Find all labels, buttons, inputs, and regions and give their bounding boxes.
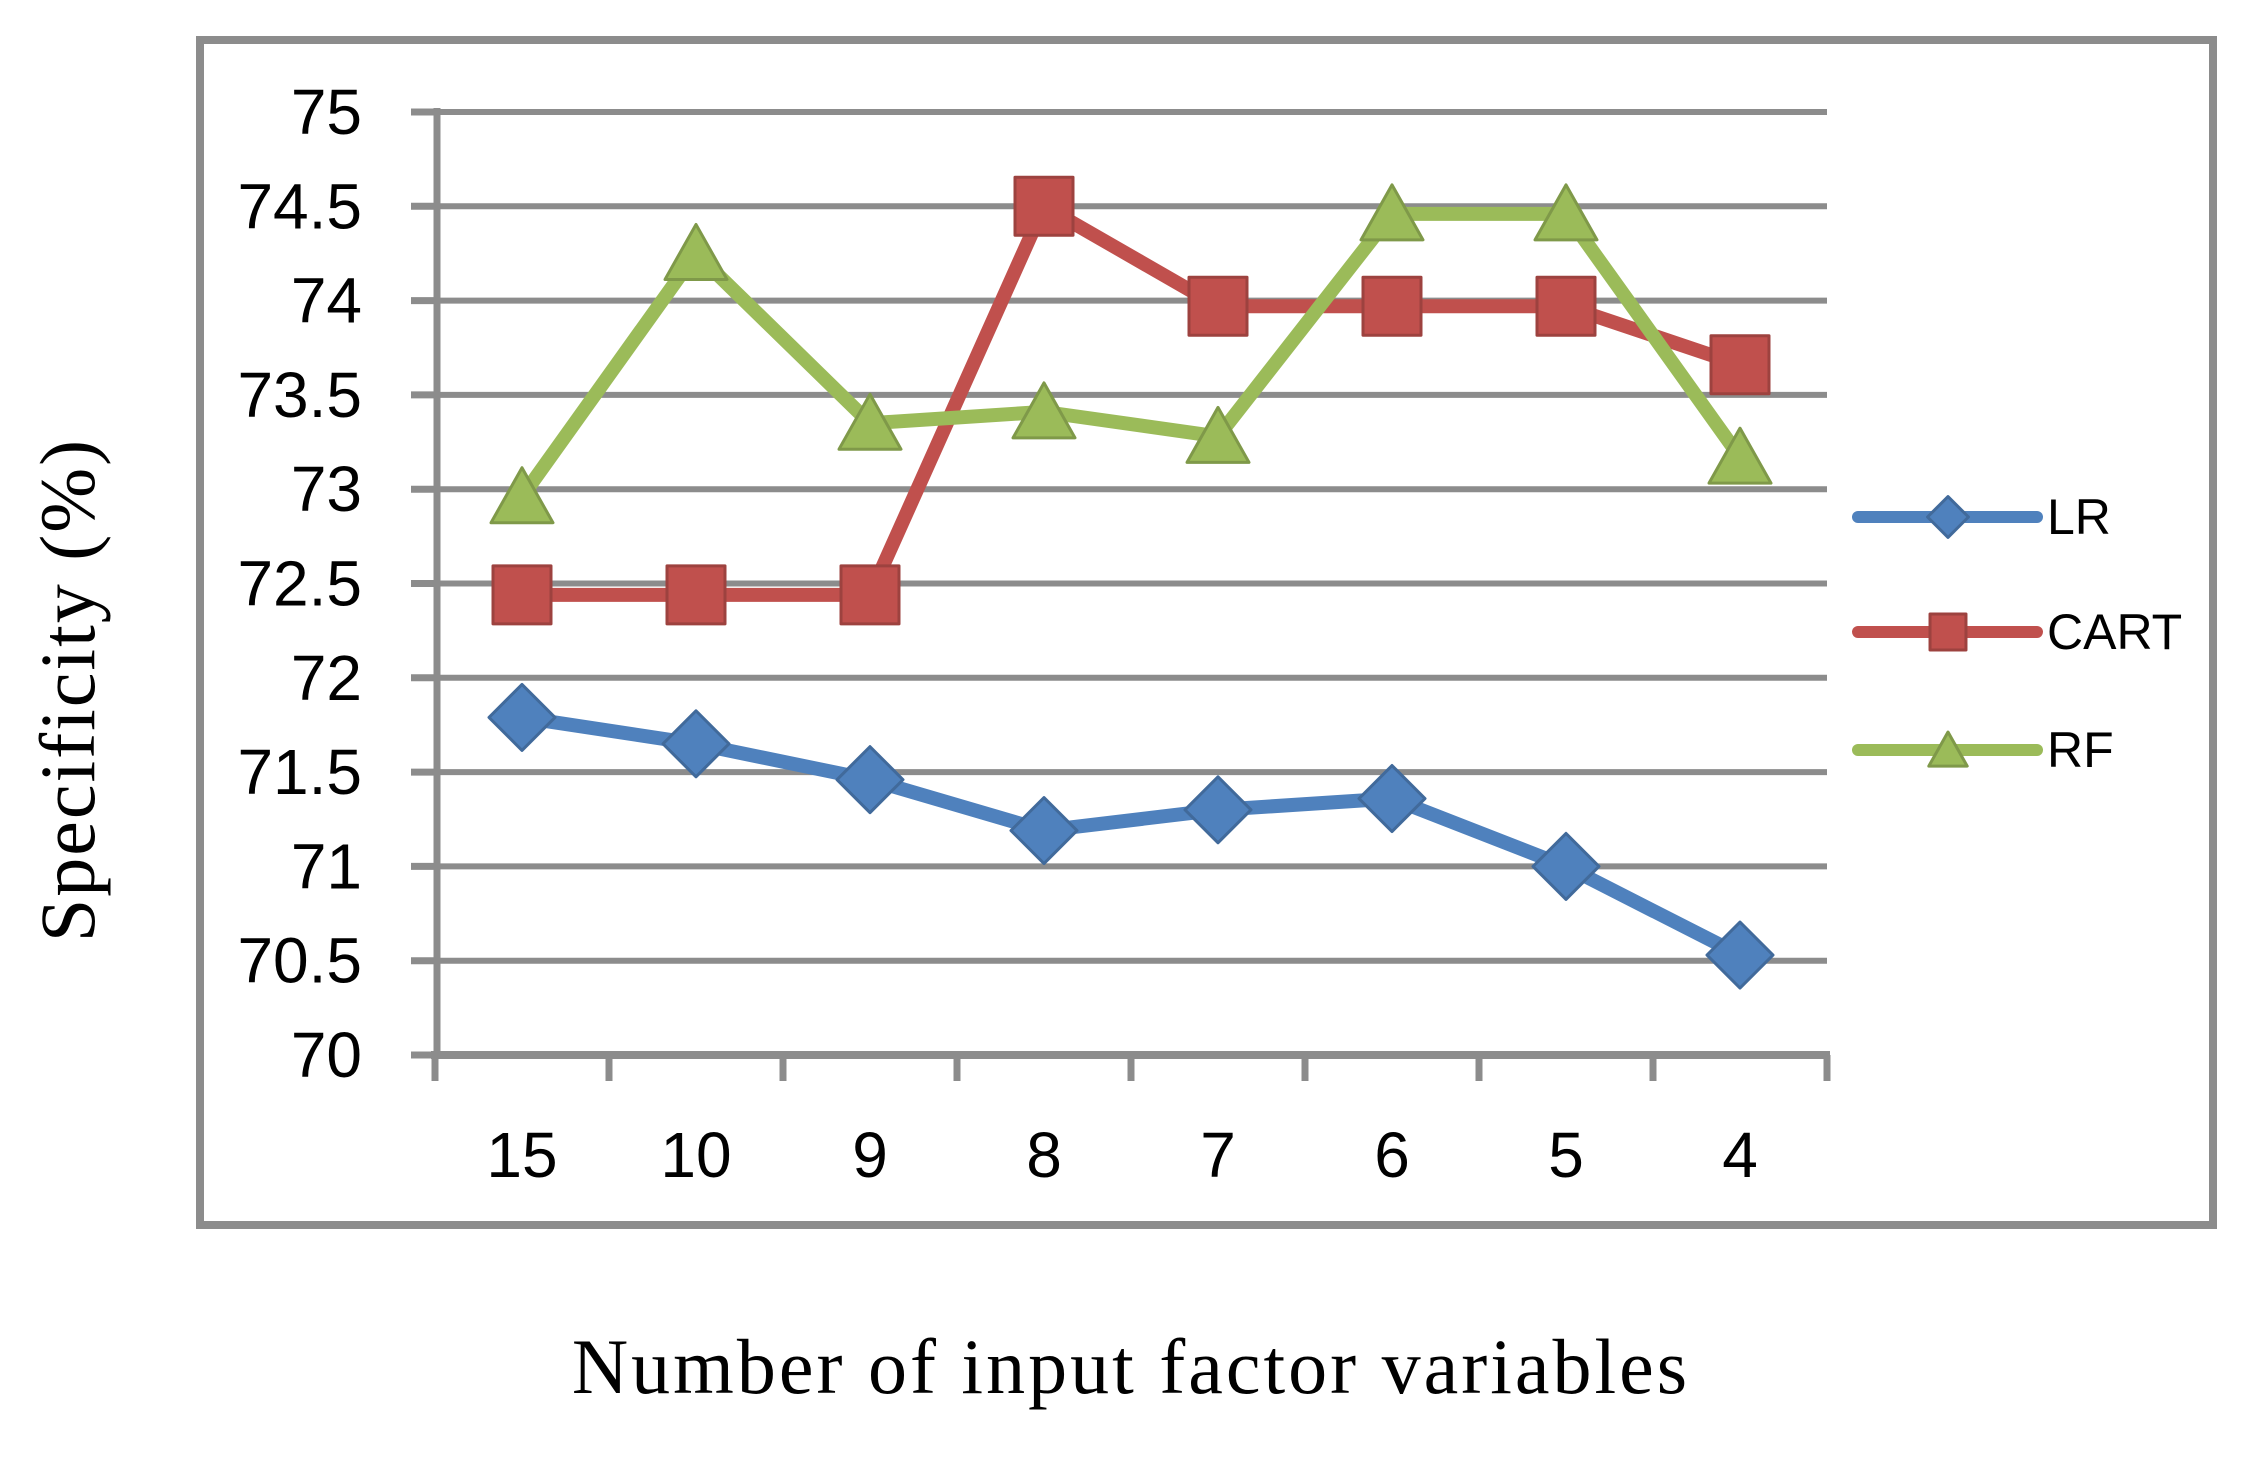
data-point-cart: [1013, 175, 1075, 237]
data-point-lr: [835, 745, 905, 815]
data-point-rf: [1359, 183, 1425, 242]
data-point-cart: [1709, 334, 1771, 396]
y-tick-label: 72: [291, 642, 362, 714]
data-point-lr: [1705, 920, 1775, 990]
data-point-rf: [1185, 405, 1251, 464]
y-tick-label: 71: [291, 830, 362, 902]
data-point-lr: [1009, 796, 1079, 866]
y-tick-label: 72.5: [237, 548, 362, 620]
data-point-lr: [661, 709, 731, 779]
y-tick-label: 75: [291, 76, 362, 148]
legend-marker-rf: [1927, 730, 1969, 768]
data-point-cart: [1361, 275, 1423, 337]
data-point-lr: [487, 682, 557, 752]
y-tick-label: 73.5: [237, 359, 362, 431]
data-point-rf: [1011, 381, 1077, 440]
data-point-cart: [1535, 275, 1597, 337]
x-axis-title: Number of input factor variables: [571, 1323, 1691, 1410]
legend-marker-lr: [1926, 495, 1970, 539]
x-tick-label: 8: [1026, 1119, 1062, 1191]
data-point-lr: [1531, 831, 1601, 901]
data-point-rf: [837, 392, 903, 451]
data-point-lr: [1183, 775, 1253, 845]
data-point-cart: [491, 564, 553, 626]
x-tick-label: 10: [660, 1119, 731, 1191]
legend-marker-cart: [1928, 612, 1968, 652]
y-tick-label: 70.5: [237, 925, 362, 997]
series-line-rf: [515, 206, 1747, 504]
legend-label-lr: LR: [2047, 489, 2111, 545]
y-tick-label: 74: [291, 265, 362, 337]
data-point-rf: [663, 222, 729, 281]
y-axis-title: Specificity (%): [24, 437, 111, 943]
data-point-lr: [1357, 764, 1427, 834]
chart-border: [196, 36, 2217, 1229]
legend-label-rf: RF: [2047, 722, 2114, 778]
y-tick-label: 74.5: [237, 170, 362, 242]
data-point-cart: [839, 564, 901, 626]
x-tick-label: 5: [1548, 1119, 1584, 1191]
y-tick-label: 73: [291, 453, 362, 525]
legend-label-cart: CART: [2047, 604, 2182, 660]
x-tick-label: 7: [1200, 1119, 1236, 1191]
data-point-rf: [1707, 426, 1773, 485]
x-tick-label: 15: [486, 1119, 557, 1191]
x-tick-label: 6: [1374, 1119, 1410, 1191]
data-point-rf: [489, 466, 555, 525]
data-point-cart: [665, 564, 727, 626]
data-point-cart: [1187, 275, 1249, 337]
data-point-rf: [1533, 183, 1599, 242]
x-tick-label: 9: [852, 1119, 888, 1191]
x-tick-label: 4: [1722, 1119, 1758, 1191]
y-tick-label: 71.5: [237, 736, 362, 808]
y-tick-label: 70: [291, 1019, 362, 1091]
